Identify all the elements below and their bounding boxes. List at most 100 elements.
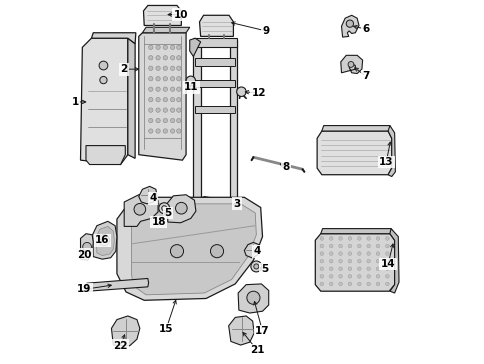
Circle shape	[357, 282, 361, 286]
Circle shape	[170, 98, 174, 102]
Circle shape	[329, 237, 333, 240]
Circle shape	[170, 245, 183, 258]
Circle shape	[170, 108, 174, 112]
Text: 4: 4	[253, 246, 260, 256]
Circle shape	[366, 252, 370, 256]
Text: 14: 14	[380, 259, 394, 269]
Circle shape	[357, 244, 361, 248]
Circle shape	[176, 129, 181, 133]
Circle shape	[163, 129, 167, 133]
Circle shape	[329, 244, 333, 248]
Circle shape	[148, 76, 152, 81]
Circle shape	[319, 274, 323, 278]
Text: 5: 5	[164, 208, 171, 218]
Text: 20: 20	[77, 250, 91, 260]
Circle shape	[376, 282, 379, 286]
Circle shape	[319, 282, 323, 286]
Circle shape	[155, 87, 160, 91]
Polygon shape	[229, 40, 237, 220]
Circle shape	[329, 259, 333, 263]
Circle shape	[176, 66, 181, 71]
Circle shape	[163, 108, 167, 112]
Polygon shape	[138, 186, 157, 204]
Circle shape	[319, 267, 323, 270]
Circle shape	[329, 267, 333, 270]
Circle shape	[148, 66, 152, 71]
Circle shape	[348, 62, 353, 67]
Circle shape	[176, 98, 181, 102]
Polygon shape	[117, 197, 262, 300]
Polygon shape	[87, 278, 148, 291]
Circle shape	[148, 108, 152, 112]
Circle shape	[170, 66, 174, 71]
Circle shape	[319, 252, 323, 256]
Polygon shape	[321, 126, 391, 131]
Polygon shape	[320, 229, 394, 234]
Text: 7: 7	[362, 71, 369, 82]
Circle shape	[338, 267, 342, 270]
Circle shape	[348, 237, 351, 240]
Circle shape	[148, 129, 152, 133]
Text: 17: 17	[255, 326, 269, 336]
Circle shape	[155, 45, 160, 50]
Circle shape	[83, 242, 91, 251]
Circle shape	[170, 118, 174, 123]
Circle shape	[236, 87, 246, 96]
Circle shape	[357, 259, 361, 263]
Circle shape	[148, 45, 152, 50]
Circle shape	[99, 235, 109, 246]
Circle shape	[158, 203, 169, 214]
Text: 10: 10	[173, 9, 187, 20]
Text: 11: 11	[184, 82, 198, 92]
Circle shape	[357, 274, 361, 278]
Circle shape	[357, 252, 361, 256]
Circle shape	[376, 259, 379, 263]
Circle shape	[348, 252, 351, 256]
Polygon shape	[195, 58, 235, 66]
Circle shape	[348, 259, 351, 263]
Circle shape	[329, 252, 333, 256]
Circle shape	[99, 61, 107, 70]
Polygon shape	[389, 229, 398, 293]
Circle shape	[346, 20, 353, 27]
Circle shape	[155, 56, 160, 60]
Circle shape	[366, 267, 370, 270]
Text: 22: 22	[113, 341, 128, 351]
Polygon shape	[195, 106, 235, 113]
Text: 12: 12	[251, 88, 266, 98]
Polygon shape	[387, 126, 394, 177]
Circle shape	[338, 282, 342, 286]
Circle shape	[155, 66, 160, 71]
Circle shape	[163, 56, 167, 60]
Circle shape	[170, 45, 174, 50]
Circle shape	[385, 244, 388, 248]
Polygon shape	[96, 226, 114, 256]
Circle shape	[385, 274, 388, 278]
Polygon shape	[195, 80, 235, 87]
Polygon shape	[189, 197, 237, 220]
Circle shape	[319, 244, 323, 248]
Polygon shape	[111, 316, 139, 346]
Circle shape	[100, 76, 107, 84]
Circle shape	[163, 98, 167, 102]
Circle shape	[366, 244, 370, 248]
Polygon shape	[124, 195, 158, 226]
Polygon shape	[142, 27, 189, 33]
Text: 13: 13	[378, 157, 393, 167]
Circle shape	[155, 76, 160, 81]
Circle shape	[338, 259, 342, 263]
Text: 5: 5	[260, 264, 268, 274]
Circle shape	[155, 108, 160, 112]
Circle shape	[148, 118, 152, 123]
Circle shape	[170, 56, 174, 60]
Circle shape	[376, 252, 379, 256]
Circle shape	[161, 206, 166, 211]
Circle shape	[155, 129, 160, 133]
Circle shape	[348, 244, 351, 248]
Circle shape	[148, 98, 152, 102]
Polygon shape	[128, 38, 135, 158]
Circle shape	[376, 237, 379, 240]
Circle shape	[163, 45, 167, 50]
Polygon shape	[238, 284, 268, 313]
Text: 3: 3	[233, 199, 240, 209]
